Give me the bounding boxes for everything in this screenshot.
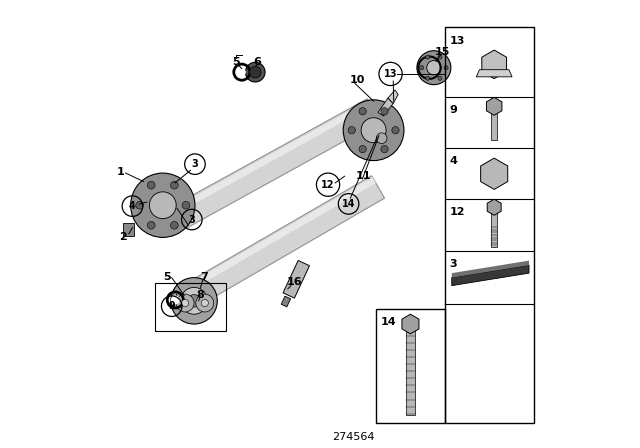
Text: 13: 13 [384,69,397,79]
Text: 274564: 274564 [332,432,375,443]
Polygon shape [191,177,376,288]
Circle shape [359,146,366,153]
Circle shape [147,221,155,229]
Circle shape [170,221,178,229]
Text: 14: 14 [342,199,355,209]
Circle shape [201,299,209,306]
Circle shape [149,192,176,219]
Polygon shape [452,261,529,278]
Circle shape [238,68,246,76]
Polygon shape [491,211,497,246]
Circle shape [359,108,366,115]
Polygon shape [124,223,134,236]
Circle shape [427,60,441,75]
Text: 14: 14 [380,317,396,327]
Polygon shape [191,176,385,303]
Polygon shape [281,296,291,307]
Text: 12: 12 [321,180,335,190]
Polygon shape [492,110,497,140]
Circle shape [348,127,355,134]
Polygon shape [452,265,529,286]
Circle shape [420,66,424,70]
Circle shape [426,76,430,80]
Text: 1: 1 [116,167,124,177]
Circle shape [361,118,386,143]
Circle shape [376,133,387,144]
Circle shape [444,66,448,70]
Circle shape [182,299,189,306]
Polygon shape [486,97,502,115]
Text: 11: 11 [356,171,371,181]
Polygon shape [388,90,398,103]
Circle shape [131,173,195,237]
Text: 3: 3 [449,259,457,269]
Circle shape [245,62,265,82]
Polygon shape [481,158,508,190]
Circle shape [438,76,442,80]
Polygon shape [174,100,371,213]
Circle shape [343,100,404,160]
Polygon shape [378,98,393,116]
Text: 7: 7 [200,271,208,282]
Polygon shape [283,260,310,298]
Text: 15: 15 [435,47,450,57]
Circle shape [417,51,451,85]
Circle shape [180,288,207,314]
Circle shape [171,296,180,304]
Text: 9: 9 [168,301,175,311]
Circle shape [136,202,143,209]
Circle shape [381,146,388,153]
Text: 5: 5 [163,271,171,282]
Circle shape [170,181,178,189]
Text: 16: 16 [286,277,302,287]
Circle shape [392,127,399,134]
Text: 3: 3 [191,159,198,169]
Circle shape [250,66,261,78]
Text: 4: 4 [129,201,136,211]
Text: 2: 2 [120,232,127,241]
Polygon shape [402,314,419,334]
Text: 12: 12 [449,207,465,217]
Circle shape [176,294,194,312]
Circle shape [188,295,200,307]
Circle shape [147,181,155,189]
Text: 9: 9 [449,105,458,115]
Circle shape [196,294,214,312]
Text: 4: 4 [449,156,458,166]
Polygon shape [406,331,415,415]
Circle shape [182,202,190,209]
Polygon shape [173,99,380,228]
Text: 6: 6 [253,57,261,67]
Circle shape [438,55,442,59]
Circle shape [171,278,217,324]
Circle shape [426,55,430,59]
Text: 8: 8 [196,289,204,300]
Polygon shape [487,199,501,215]
Text: 3: 3 [188,215,195,224]
Circle shape [381,108,388,115]
Polygon shape [482,50,506,79]
Text: 13: 13 [449,35,465,46]
Text: 5: 5 [233,57,240,67]
Polygon shape [476,70,512,77]
Text: 10: 10 [349,75,365,85]
